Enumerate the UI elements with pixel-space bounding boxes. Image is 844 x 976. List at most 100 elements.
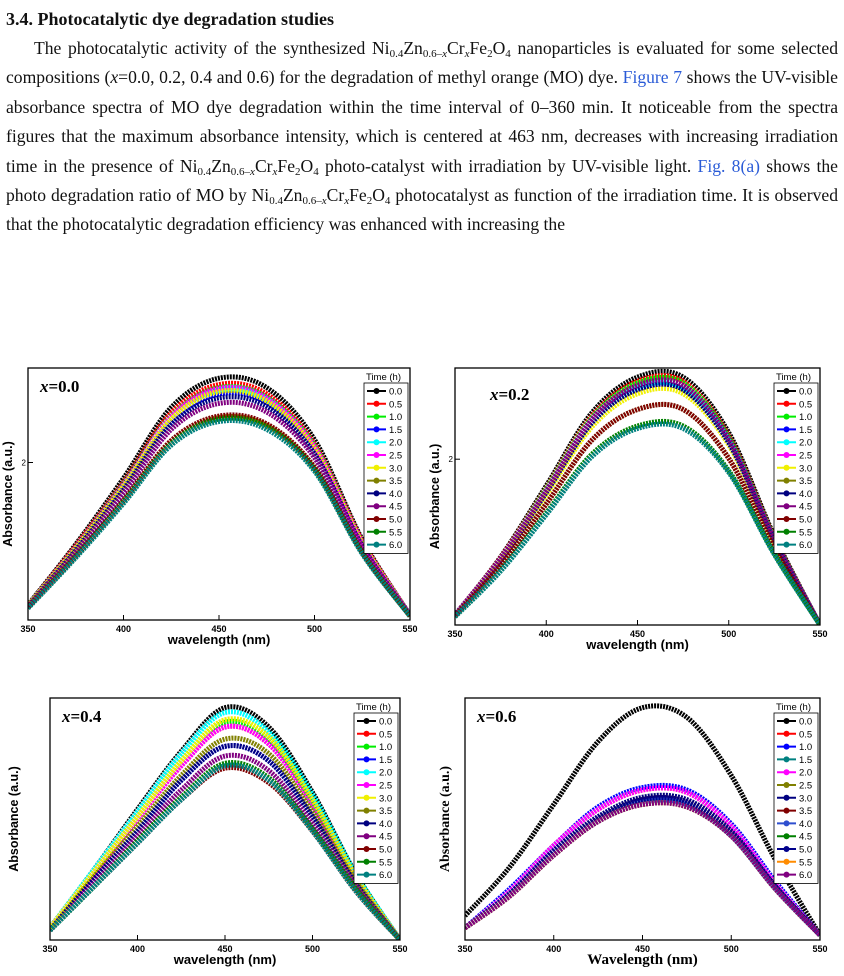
text-run: photo-catalyst with irradiation by UV-vi… <box>318 155 698 176</box>
legend-label: 1.5 <box>799 425 812 436</box>
text-run: Fe <box>277 155 296 176</box>
spectrum-line <box>50 743 400 940</box>
x-axis-label: wavelength (nm) <box>585 637 689 652</box>
x-tick-label: 400 <box>116 624 131 634</box>
legend-label: 4.0 <box>799 489 812 500</box>
legend-marker <box>373 413 380 420</box>
x-axis-label: Wavelength (nm) <box>587 952 697 968</box>
spectrum-line <box>28 418 410 618</box>
spectrum-line <box>465 797 820 937</box>
text-run: =0.0, 0.2, 0.4 and 0.6) for the degradat… <box>118 67 623 88</box>
legend-marker <box>783 871 790 878</box>
text-run: 0.4 <box>389 48 404 60</box>
legend-title: Time (h) <box>366 372 401 383</box>
legend-label: 2.0 <box>379 768 392 779</box>
legend-label: 1.0 <box>389 412 402 423</box>
legend-label: 1.0 <box>799 412 812 423</box>
x-tick-label: 400 <box>539 629 554 639</box>
legend-marker <box>363 820 370 827</box>
text-run: The photocatalytic activity of the synth… <box>34 38 390 58</box>
text-run: photocatalyst as function of the irradia… <box>6 185 838 235</box>
legend-marker <box>363 718 370 724</box>
plot-frame <box>49 697 401 941</box>
legend-label: 4.0 <box>379 819 392 830</box>
spectrum-line <box>465 703 820 937</box>
legend-marker <box>783 528 790 535</box>
legend-marker <box>363 807 370 814</box>
text-run: 2 <box>366 195 373 208</box>
legend-label: 5.0 <box>799 515 812 526</box>
legend-marker <box>783 743 790 750</box>
x-tick-label: 500 <box>724 944 739 954</box>
legend-label: 2.5 <box>389 451 402 462</box>
legend-marker <box>363 756 370 763</box>
legend-label: 6.0 <box>389 540 402 551</box>
legend-label: 2.5 <box>379 781 392 792</box>
legend-title: Time (h) <box>776 702 811 713</box>
spectrum-line <box>50 716 400 940</box>
legend-label: 2.5 <box>799 451 812 462</box>
spectrum-line <box>455 381 820 625</box>
legend-marker <box>363 846 370 852</box>
legend-marker <box>363 794 370 801</box>
legend-label: 6.0 <box>799 540 812 551</box>
legend-label: 2.5 <box>799 781 812 792</box>
spectrum-line <box>50 743 400 940</box>
text-run: O <box>300 155 314 176</box>
text-run: 2 <box>295 165 301 178</box>
chart-panel: 350 400 450 500 550 2 wavelength (nm) Absorbanc… <box>428 367 828 652</box>
text-run: 4 <box>505 48 511 60</box>
legend-label: 3.0 <box>799 463 812 474</box>
x-tick-label: 350 <box>20 624 35 634</box>
y-axis-label: Absorbance (a.u.) <box>1 441 15 547</box>
legend-marker <box>373 439 380 446</box>
legend-title: Time (h) <box>776 372 811 383</box>
legend-marker <box>363 782 370 788</box>
x-tick-label: 500 <box>721 629 736 639</box>
spectrum-line <box>50 752 400 940</box>
x-tick-label: 450 <box>630 629 645 639</box>
x-tick-label: 450 <box>635 944 650 954</box>
legend-label: 3.5 <box>389 476 402 487</box>
legend-marker <box>363 871 370 878</box>
legend-label: 5.5 <box>799 527 812 538</box>
y-axis-label: Absorbance (a.u.) <box>7 766 21 872</box>
spectrum-line <box>455 377 820 625</box>
legend-title: Time (h) <box>356 702 391 713</box>
text-run: x <box>344 195 350 208</box>
legend-label: 5.5 <box>799 857 812 868</box>
section-heading: 3.4. Photocatalytic dye degradation stud… <box>6 9 334 29</box>
legend-marker <box>783 452 790 458</box>
legend-label: 1.5 <box>389 425 402 436</box>
legend-marker <box>363 769 370 776</box>
legend-marker <box>783 820 790 827</box>
legend-marker <box>373 426 380 433</box>
spectrum-line <box>455 368 820 625</box>
spectrum-line <box>465 785 820 937</box>
spectrum-line <box>50 718 400 940</box>
legend-marker <box>373 400 380 407</box>
panel-label-var: x <box>489 385 499 404</box>
legend-marker <box>373 516 380 522</box>
legend-marker <box>373 541 380 548</box>
legend-marker <box>783 782 790 788</box>
legend-marker <box>373 452 380 458</box>
figure-link[interactable]: Fig. 8(a) <box>697 155 760 176</box>
panel-label: x=0.2 <box>489 385 529 404</box>
text-run: O <box>372 185 385 206</box>
x-tick-label: 450 <box>211 624 226 634</box>
spectrum-line <box>28 394 410 617</box>
legend-label: 1.5 <box>379 755 392 766</box>
spectrum-line <box>465 785 820 937</box>
legend-label: 0.0 <box>799 387 812 398</box>
x-tick-label: 400 <box>546 944 561 954</box>
figure-link[interactable]: Figure 7 <box>622 67 683 88</box>
legend-label: 2.0 <box>799 768 812 779</box>
panel-label-value: =0.0 <box>49 377 80 396</box>
panel-label-var: x <box>476 707 486 726</box>
legend-marker <box>783 756 790 763</box>
legend-label: 3.0 <box>389 463 402 474</box>
spectrum-line <box>455 373 820 625</box>
legend-marker <box>363 743 370 750</box>
panel-label: x=0.6 <box>476 707 516 726</box>
